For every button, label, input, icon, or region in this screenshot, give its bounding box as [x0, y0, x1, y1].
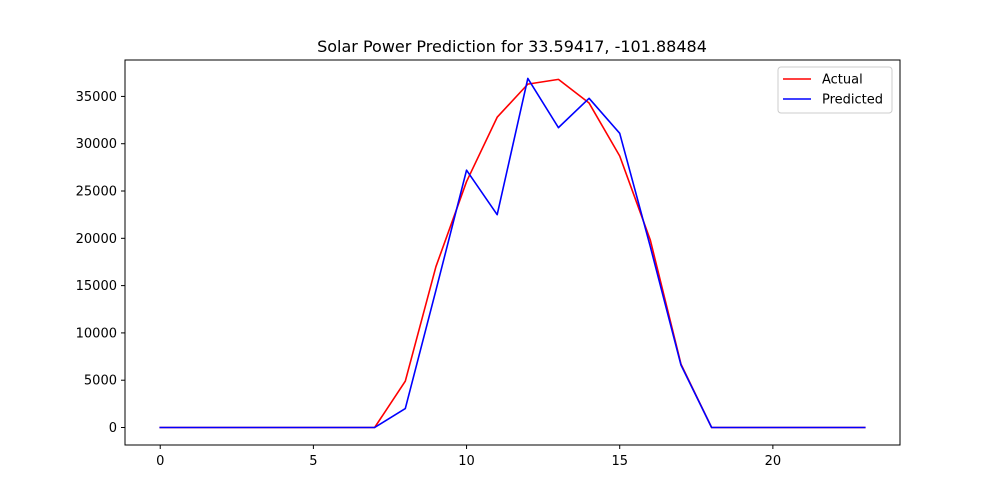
- y-tick-label: 30000: [76, 137, 117, 152]
- x-tick-label: 10: [458, 454, 475, 469]
- y-tick-label: 0: [109, 421, 117, 436]
- legend: Actual Predicted: [777, 66, 893, 114]
- y-tick-label: 15000: [76, 279, 117, 294]
- plot-area: [159, 77, 866, 429]
- x-tick-label: 20: [765, 454, 782, 469]
- y-tick-label: 10000: [76, 326, 117, 341]
- series-line-predicted: [159, 77, 866, 429]
- y-tick-label: 25000: [76, 185, 117, 200]
- axes: 0 5 10 15 20 0 5000 10000 15000 20000 25000 30000 35…: [76, 59, 901, 469]
- chart-title: Solar Power Prediction for 33.59417, -10…: [317, 37, 707, 56]
- legend-label-predicted: Predicted: [822, 93, 883, 108]
- y-tick-label: 20000: [76, 232, 117, 247]
- x-tick-label: 15: [611, 454, 628, 469]
- y-tick-label: 5000: [84, 374, 117, 389]
- legend-label-actual: Actual: [822, 73, 863, 88]
- x-tick-label: 5: [309, 454, 317, 469]
- x-tick-label: 0: [156, 454, 164, 469]
- plot-frame: [124, 59, 901, 446]
- y-tick-label: 35000: [76, 90, 117, 105]
